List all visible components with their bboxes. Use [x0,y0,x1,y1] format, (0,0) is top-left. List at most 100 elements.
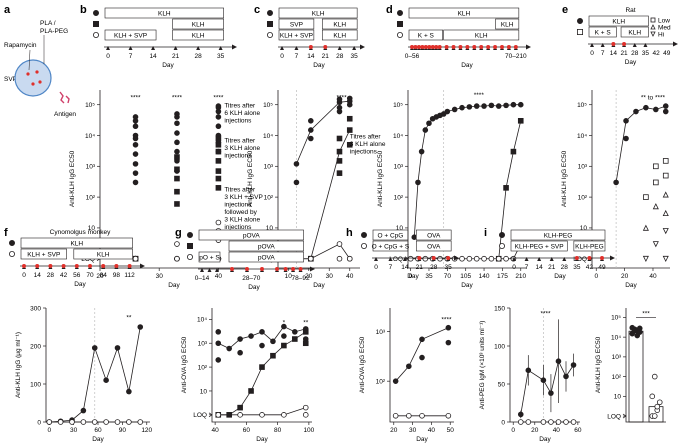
x-tick-label: 0 [47,427,51,434]
antigen-icon [59,91,65,104]
schedule-bar-label: SVP [290,21,303,28]
schedule-tick-label: 0 [512,264,516,271]
data-point [91,345,98,351]
svp-particle-icon [14,59,52,97]
schedule-symbol [360,231,367,238]
data-point [174,188,180,195]
data-point [215,114,222,120]
x-tick-label: 20 [621,273,629,280]
schedule-bar [620,26,649,38]
data-point [445,324,452,331]
significance-label: ** [303,320,309,327]
data-point [237,349,243,356]
data-point [570,362,577,368]
data-point [654,403,661,410]
data-point [346,255,353,262]
annotation: Titres after 3 KLH alone injections [350,133,386,155]
svp-label: SVP [4,76,17,83]
blood-draw-marker [506,45,511,49]
schedule-bar [321,29,358,41]
schedule-bar [443,29,520,41]
blood-draw-marker [323,45,328,49]
data-point [406,413,412,419]
schedule-bar-label: K + S [595,29,612,36]
x-axis-label: Day [539,436,551,443]
data-point [226,345,232,352]
series-line [296,100,350,165]
schedule-bar-label: KLH + SVP [114,32,147,39]
data-point [406,363,412,370]
y-tick-label: 0 [501,419,505,426]
data-point [215,123,222,130]
data-point [174,175,180,182]
chart-g: g pOVA pOVA pO + S pOVA 0–14 28–70 78–92 Day LOQ 1… [175,227,315,443]
x-axis-label: Day [625,282,637,289]
data-point [481,103,487,109]
y-axis-label: Anti-OVA IgG EC50 [359,336,366,393]
significance-label: * [283,320,286,327]
rapamycin-dot-icon [35,70,39,74]
schedule-bar-label: KLH [158,10,171,17]
y-tick-label: 300 [30,305,41,312]
y-tick-label: 50 [498,381,506,388]
blood-draw-marker [622,42,627,46]
data-point [336,108,343,115]
schedule-symbol [186,231,193,238]
data-point [444,108,451,115]
data-point [649,393,656,400]
data-point [46,419,53,425]
schedule-tick-label: 21 [620,50,628,57]
axis-lines [591,90,670,269]
data-point [132,151,139,157]
schedule-bar [20,248,67,260]
data-point [346,115,353,122]
data-point [132,255,139,262]
series-line [615,105,666,183]
data-point [248,388,254,394]
schedule-tick-label: 14 [34,272,42,279]
schedule-day-label: Day [74,281,86,288]
schedule-tick-label: 112 [124,272,135,279]
data-point [307,127,314,133]
schedule-day-label: Day [461,62,473,69]
x-tick-label: 60 [94,427,102,434]
polymer-label-line1: PLA / [40,20,56,27]
schedule-bar [372,240,409,252]
bar [628,330,644,423]
data-point [270,352,276,359]
schedule-symbol [577,28,584,35]
data-point [346,95,353,102]
blood-draw-marker [291,267,296,271]
blood-draw-marker [413,45,418,49]
legend-label: Med [658,25,671,32]
y-tick-label: 10² [376,378,386,385]
schedule-bar [278,29,315,41]
schedule-bar [415,229,452,241]
schedule-symbol [8,239,15,246]
timeline-arrow [360,44,365,50]
data-point [548,419,554,425]
x-tick-label: 35 [425,273,433,280]
injection-marker [151,46,156,50]
blood-draw-marker [229,267,234,271]
schedule-bar-label: pOVA [258,254,276,261]
injection-marker [352,46,357,50]
schedule-bar-label: O + CpG [378,232,404,239]
data-point [555,358,562,365]
schedule-symbol [498,242,505,249]
schedule-day-label: Day [554,273,566,280]
chart-i2: LOQ 10 10² 10³ 10⁴ 10⁵ Anti-KLH IgG EC50 *** [595,308,666,423]
data-point [69,419,75,425]
data-point [548,390,554,396]
y-axis-label: Anti-KLH IgG (μg ml⁻¹) [15,332,22,398]
injection-marker [200,268,204,272]
blood-draw-marker [587,256,592,260]
data-point [495,255,502,262]
schedule-bar-label: KLH [312,10,325,17]
schedule-bar-label: KLH [97,251,110,258]
y-tick-label: 10⁴ [577,133,587,140]
data-point [215,357,222,363]
axis-lines [45,308,150,423]
data-point [563,373,569,380]
